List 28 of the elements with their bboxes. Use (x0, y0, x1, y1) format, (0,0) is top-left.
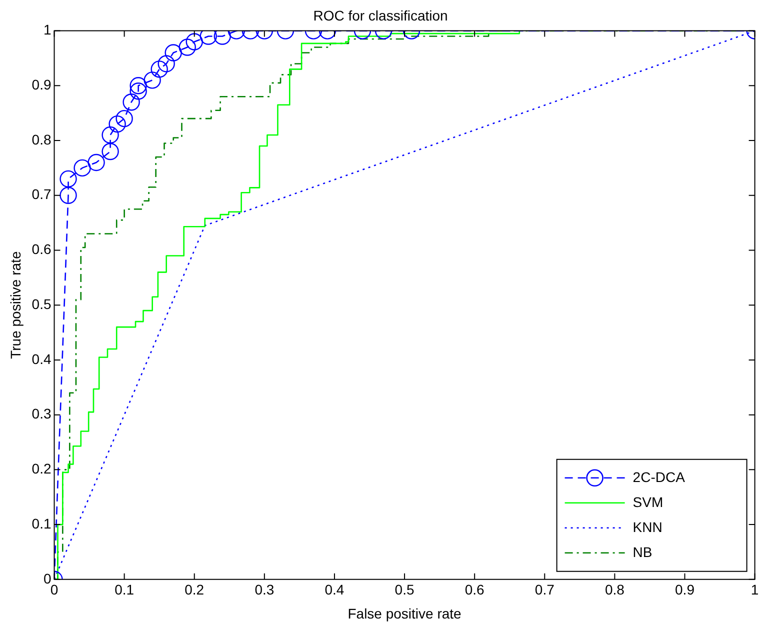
x-tick-label: 0.6 (464, 582, 485, 598)
legend-label: NB (632, 544, 652, 560)
x-axis-title: False positive rate (348, 605, 462, 622)
y-tick-label: 0.2 (32, 460, 52, 477)
y-tick-label: 0.5 (32, 296, 52, 312)
x-tick-label: 0.5 (394, 582, 414, 598)
y-tick-label: 0 (43, 570, 52, 586)
x-tick-label: 0.3 (254, 582, 274, 598)
legend-label: 2C-DCA (632, 468, 686, 485)
x-tick-label: 1 (750, 582, 759, 598)
y-tick-label: 0.9 (32, 76, 52, 93)
x-tick-label: 0.1 (114, 582, 134, 598)
y-tick-label: 0.1 (32, 515, 52, 532)
y-axis-title: True positive rate (7, 251, 24, 359)
x-tick-label: 0.7 (534, 582, 555, 598)
y-tick-label: 0.3 (32, 406, 52, 422)
x-tick-label: 0.9 (675, 582, 695, 598)
legend-label: SVM (632, 494, 664, 510)
legend-label: KNN (632, 518, 662, 535)
x-tick-label: 0.2 (184, 582, 204, 598)
y-tick-label: 0.7 (32, 186, 52, 202)
y-tick-label: 1 (43, 22, 52, 38)
x-tick-label: 0.4 (324, 582, 344, 598)
y-tick-label: 0.6 (32, 241, 52, 258)
y-tick-label: 0.4 (32, 350, 52, 367)
x-tick-label: 0.8 (604, 582, 625, 598)
chart-title: ROC for classification (313, 7, 448, 24)
y-tick-label: 0.8 (32, 131, 52, 148)
